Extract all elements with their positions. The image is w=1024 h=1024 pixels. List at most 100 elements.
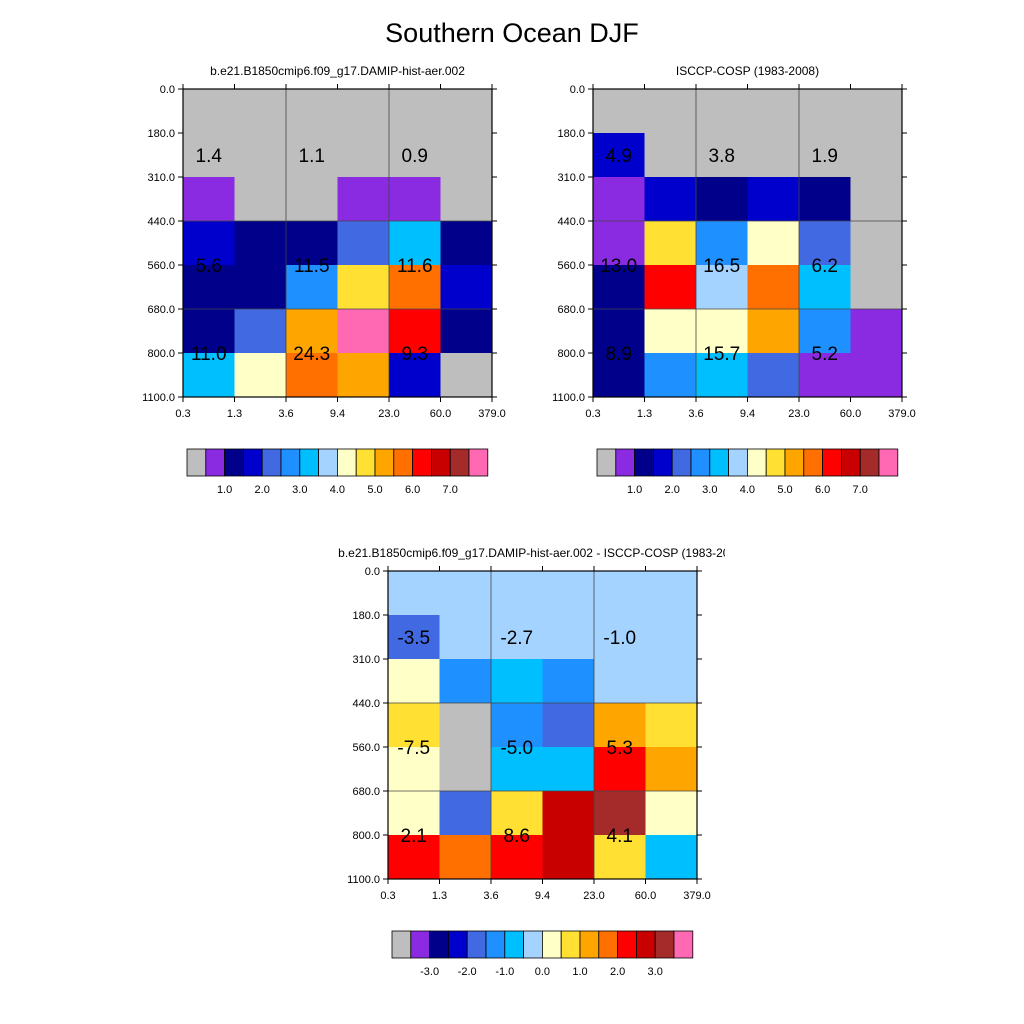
- chart-0-cell-r4-c0: [183, 265, 235, 310]
- chart-1-cell-r1-c4: [799, 133, 851, 178]
- chart-1-cell-r3-c2: [696, 221, 748, 266]
- chart-1-annotation-4: 16.5: [703, 256, 740, 277]
- chart-0-cell-r5-c4: [389, 309, 441, 354]
- chart-2-colorbar-swatch-8: [541, 930, 562, 959]
- chart-0-colorbar-label-3: 4.0: [330, 484, 345, 496]
- chart-0-cell-r4-c5: [440, 265, 493, 310]
- chart-0-cell-r2-c4: [389, 177, 441, 222]
- chart-2-annotation-3: -7.5: [397, 738, 430, 759]
- chart-1-cell-r4-c0: [593, 265, 645, 310]
- chart-0-annotation-0: 1.4: [196, 146, 223, 167]
- chart-0-colorbar-label-0: 1.0: [217, 484, 232, 496]
- chart-2-annotation-1: -2.7: [500, 628, 533, 649]
- chart-1-colorbar-swatch-9: [765, 448, 786, 477]
- chart-1-cell-r6-c5: [850, 353, 903, 398]
- chart-1-cell-r2-c0: [593, 177, 645, 222]
- chart-2-cell-r0-c4: [594, 571, 646, 616]
- chart-0-cell-r5-c3: [337, 309, 390, 354]
- chart-2-cell-r4-c1: [439, 747, 492, 792]
- heatmap-panel-observations: ISCCP-COSP (1983-2008) 0.0 180.0 310.0 440.0…: [552, 64, 916, 496]
- chart-1-cell-r2-c1: [644, 177, 697, 222]
- chart-2-cell-r2-c2: [491, 659, 543, 704]
- chart-2-ytick-label-1: 180.0: [352, 610, 380, 622]
- chart-2-xtick-label-3: 9.4: [535, 890, 550, 902]
- chart-0-colorbar-label-5: 6.0: [405, 484, 420, 496]
- chart-0-xtick-label-1: 1.3: [227, 408, 242, 420]
- page-title: Southern Ocean DJF: [385, 18, 639, 48]
- chart-2-colorbar-label-0: -3.0: [420, 966, 439, 978]
- chart-2-cell-r6-c3: [542, 835, 595, 880]
- chart-2-ytick-label-6: 800.0: [352, 830, 380, 842]
- chart-1-cell-r2-c5: [850, 177, 903, 222]
- chart-2-cell-r6-c0: [388, 835, 440, 880]
- chart-0-xtick-label-6: 379.0: [478, 408, 506, 420]
- chart-2-cell-r0-c2: [491, 571, 543, 616]
- chart-2-cell-r4-c2: [491, 747, 543, 792]
- chart-0-cell-r4-c4: [389, 265, 441, 310]
- chart-0-ytick-label-5: 680.0: [147, 304, 175, 316]
- chart-0-colorbar-label-1: 2.0: [255, 484, 270, 496]
- chart-2-ytick-label-3: 440.0: [352, 698, 380, 710]
- chart-1-cell-r6-c1: [644, 353, 697, 398]
- chart-2-cell-r5-c0: [388, 791, 440, 836]
- chart-0-cell-r0-c5: [440, 89, 493, 134]
- chart-1-cell-r5-c5: [850, 309, 903, 354]
- chart-0-cell-r5-c0: [183, 309, 235, 354]
- chart-1-cell-r1-c1: [644, 133, 697, 178]
- chart-2-colorbar-label-5: 2.0: [610, 966, 625, 978]
- chart-0-colorbar-label-6: 7.0: [443, 484, 458, 496]
- chart-0-cell-r1-c0: [183, 133, 235, 178]
- chart-0-ytick-label-2: 310.0: [147, 172, 175, 184]
- chart-1-cell-r4-c1: [644, 265, 697, 310]
- chart-1-colorbar-label-0: 1.0: [627, 484, 642, 496]
- heatmap-panel-difference: b.e21.B1850cmip6.f09_g17.DAMIP-hist-aer.…: [338, 546, 725, 978]
- chart-0-cell-r6-c4: [389, 353, 441, 398]
- chart-0-cell-r4-c1: [234, 265, 287, 310]
- chart-0-ytick-label-3: 440.0: [147, 216, 175, 228]
- chart-2-cell-r5-c4: [594, 791, 646, 836]
- chart-0-cell-r2-c5: [440, 177, 493, 222]
- chart-1-cell-r3-c5: [850, 221, 903, 266]
- chart-2-colorbar-label-3: 0.0: [535, 966, 550, 978]
- chart-2-colorbar-swatch-6: [504, 930, 525, 959]
- chart-1-colorbar-label-3: 4.0: [740, 484, 755, 496]
- chart-1-colorbar-swatch-11: [803, 448, 823, 477]
- chart-1-ytick-label-5: 680.0: [557, 304, 585, 316]
- chart-1-colorbar-label-6: 7.0: [853, 484, 868, 496]
- chart-1-xtick-label-2: 3.6: [688, 408, 703, 420]
- chart-1-cell-r6-c0: [593, 353, 645, 398]
- chart-1-cell-r3-c3: [747, 221, 800, 266]
- chart-2-xtick-label-1: 1.3: [432, 890, 447, 902]
- chart-2-cell-r6-c2: [491, 835, 543, 880]
- chart-2-colorbar-swatch-2: [429, 930, 449, 959]
- chart-2-annotation-8: 4.1: [607, 826, 633, 847]
- chart-2-colorbar-swatch-10: [579, 930, 600, 959]
- chart-2-cell-r3-c1: [439, 703, 492, 748]
- chart-2-cell-r0-c5: [645, 571, 698, 616]
- chart-0-xtick-label-5: 60.0: [430, 408, 451, 420]
- chart-1-ytick-label-3: 440.0: [557, 216, 585, 228]
- chart-2-annotation-4: -5.0: [500, 738, 533, 759]
- chart-1-ytick-label-0: 0.0: [570, 84, 585, 96]
- chart-2-ytick-label-4: 560.0: [352, 742, 380, 754]
- chart-0-annotation-8: 9.3: [402, 344, 428, 365]
- chart-2-xtick-label-0: 0.3: [380, 890, 395, 902]
- chart-0-xtick-label-3: 9.4: [330, 408, 345, 420]
- chart-2-xtick-label-5: 60.0: [635, 890, 656, 902]
- chart-2-cell-r3-c0: [388, 703, 440, 748]
- chart-1-colorbar-swatch-4: [671, 448, 692, 477]
- chart-0-annotation-5: 11.6: [397, 256, 433, 277]
- chart-1-cell-r0-c5: [850, 89, 903, 134]
- chart-1-cell-r1-c5: [850, 133, 903, 178]
- chart-0-cell-r1-c4: [389, 133, 441, 178]
- chart-1-colorbar-swatch-6: [709, 448, 730, 477]
- chart-2-xtick-label-2: 3.6: [483, 890, 498, 902]
- chart-1-ytick-label-6: 800.0: [557, 348, 585, 360]
- chart-1-cell-r0-c1: [644, 89, 697, 134]
- heatmap-panel-model: b.e21.B1850cmip6.f09_g17.DAMIP-hist-aer.…: [142, 64, 506, 496]
- chart-2-colorbar-swatch-0: [391, 930, 412, 959]
- chart-0-cell-r5-c2: [286, 309, 338, 354]
- chart-2-colorbar-swatch-7: [523, 930, 543, 959]
- chart-1-cell-r6-c3: [747, 353, 800, 398]
- chart-0-colorbar-label-2: 3.0: [292, 484, 307, 496]
